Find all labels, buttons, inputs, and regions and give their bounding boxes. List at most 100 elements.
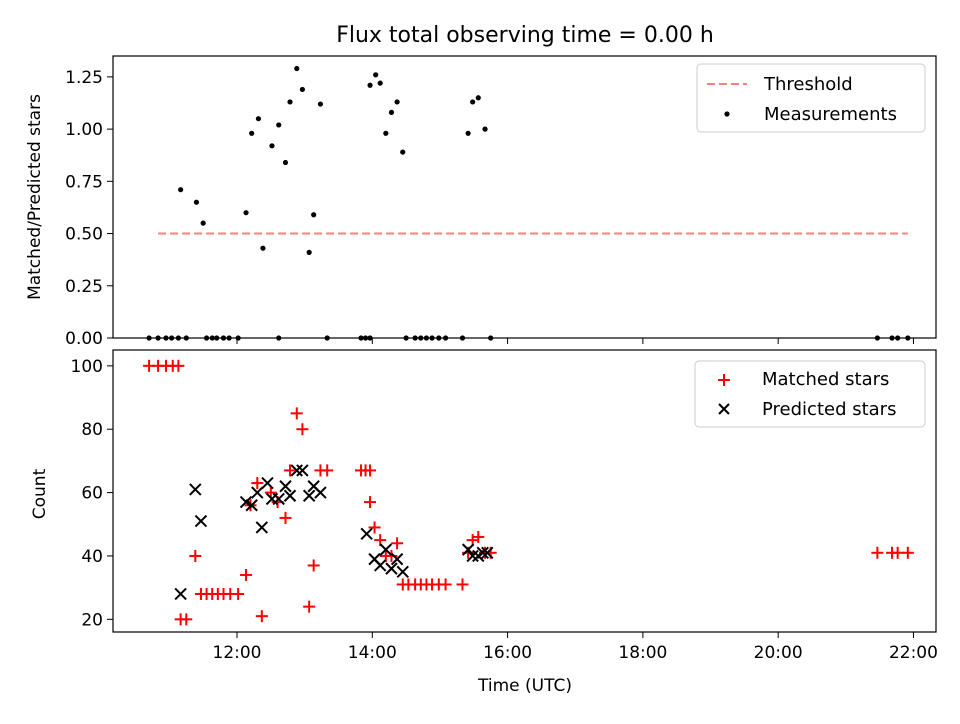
x-tick-label: 18:00 xyxy=(618,643,667,663)
matched-star-point xyxy=(456,578,469,591)
measurement-point xyxy=(299,86,306,93)
top-y-tick-label: 0.75 xyxy=(65,172,103,192)
top-y-tick-label: 1.00 xyxy=(65,120,103,140)
predicted-star-point xyxy=(283,489,297,502)
predicted-star-point xyxy=(245,499,258,512)
predicted-star-point xyxy=(296,464,309,477)
matched-star-point xyxy=(290,407,303,420)
x-tick-label: 16:00 xyxy=(483,643,532,663)
measurement-point xyxy=(178,187,184,193)
predicted-star-point xyxy=(174,587,187,601)
top-y-tick-label: 0.50 xyxy=(65,225,103,245)
predicted-star-point xyxy=(239,495,253,509)
x-tick-label: 12:00 xyxy=(213,643,262,663)
top-y-axis-label: Matched/Predicted stars xyxy=(25,94,45,300)
matched-star-point xyxy=(255,610,268,623)
predicted-star-point xyxy=(379,543,393,556)
predicted-star-point xyxy=(251,486,264,499)
predicted-star-point xyxy=(373,559,387,572)
measurement-point xyxy=(400,149,406,155)
matched-star-point xyxy=(385,549,398,562)
matched-star-point xyxy=(284,464,297,477)
matched-star-point xyxy=(321,464,334,477)
x-tick-label: 22:00 xyxy=(889,643,938,663)
matched-star-point xyxy=(439,578,452,591)
matched-star-point xyxy=(180,613,193,626)
matched-star-point xyxy=(871,546,884,559)
predicted-star-point xyxy=(272,492,285,506)
predicted-star-point xyxy=(290,464,303,477)
bottom-y-axis-label: Count xyxy=(30,468,50,519)
matched-star-point xyxy=(891,546,904,559)
matched-star-point xyxy=(172,359,185,372)
matched-star-point xyxy=(364,464,377,477)
predicted-star-point xyxy=(476,546,489,559)
measurement-point xyxy=(475,95,481,101)
predicted-star-point xyxy=(390,552,404,566)
legend-threshold-label: Threshold xyxy=(763,74,853,95)
x-axis-label: Time (UTC) xyxy=(477,676,572,696)
matched-star-point xyxy=(232,587,245,600)
measurement-point xyxy=(482,126,488,132)
predicted-star-point xyxy=(255,521,269,534)
predicted-star-point xyxy=(461,543,475,556)
legend-predicted-label: Predicted stars xyxy=(762,399,896,420)
legend-matched-swatch xyxy=(718,374,730,386)
matched-star-point xyxy=(368,521,381,534)
measurement-point xyxy=(394,99,400,105)
measurement-point xyxy=(470,99,476,105)
predicted-star-point xyxy=(189,483,202,496)
measurement-point xyxy=(317,101,324,107)
predicted-star-point xyxy=(302,489,316,502)
predicted-star-point xyxy=(314,486,327,499)
top-y-tick-label: 0.00 xyxy=(65,329,103,349)
predicted-star-point xyxy=(194,514,208,528)
measurement-point xyxy=(269,143,275,149)
predicted-star-point xyxy=(466,549,479,563)
matched-star-point xyxy=(901,546,914,559)
legend-measurements-swatch xyxy=(724,111,730,117)
panel-matched-ratio: Flux total observing time = 0.00 h Match… xyxy=(25,23,937,349)
top-legend: Threshold Measurements xyxy=(696,63,926,133)
matched-star-point xyxy=(364,496,377,509)
measurement-point xyxy=(367,82,373,88)
matched-star-point xyxy=(189,549,202,562)
measurement-point xyxy=(243,210,249,216)
predicted-star-point xyxy=(481,546,494,559)
measurement-point xyxy=(373,72,379,78)
top-plot-frame xyxy=(112,55,937,339)
matched-star-point xyxy=(307,559,320,572)
measurement-point xyxy=(388,109,395,115)
matched-star-point xyxy=(251,477,264,490)
chart-title: Flux total observing time = 0.00 h xyxy=(336,23,714,48)
matched-star-point xyxy=(391,537,404,550)
bottom-y-tick-label: 20 xyxy=(81,610,103,630)
measurement-point xyxy=(306,249,312,255)
matched-star-point xyxy=(303,600,316,613)
measurement-point xyxy=(294,65,300,72)
measurement-point xyxy=(260,245,266,251)
measurement-point xyxy=(200,220,206,226)
predicted-star-point xyxy=(279,480,292,493)
measurement-point xyxy=(465,130,471,136)
measurement-point xyxy=(377,80,383,86)
bottom-legend-box xyxy=(694,360,926,428)
measurement-point xyxy=(193,199,200,205)
measurement-point xyxy=(249,130,255,136)
matched-star-point xyxy=(374,534,387,547)
panel-star-counts: Count Time (UTC) 20 40 60 80 100 12:00 14:00 16… xyxy=(30,349,938,696)
predicted-star-point xyxy=(385,562,398,575)
measurement-point xyxy=(282,159,289,166)
bottom-plot-frame xyxy=(112,349,937,633)
bottom-y-tick-label: 80 xyxy=(81,420,103,440)
bottom-y-tick-label: 100 xyxy=(71,357,103,377)
legend-predicted-swatch xyxy=(718,403,730,415)
measurement-point xyxy=(287,99,293,105)
bottom-y-tick-label: 60 xyxy=(81,484,103,504)
matched-star-point xyxy=(279,511,292,524)
measurement-point xyxy=(255,116,262,122)
bottom-y-tick-label: 40 xyxy=(81,547,103,567)
measurement-point xyxy=(383,130,389,136)
